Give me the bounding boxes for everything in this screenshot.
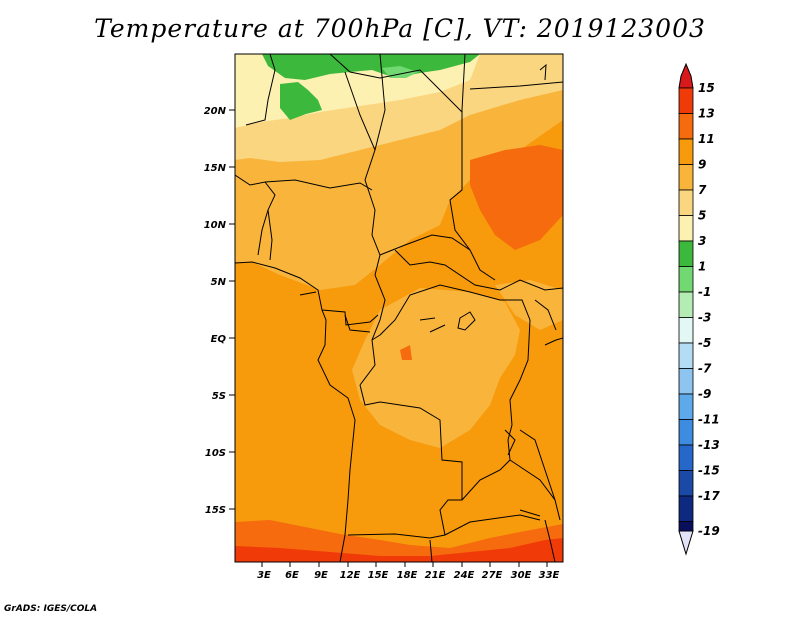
colorbar-label-neg17: -17 — [698, 489, 720, 503]
colorbar-band-neg19-neg17 — [678, 495, 694, 522]
lon-label-18e: 18E — [397, 570, 418, 581]
band-7-9-northeast — [495, 280, 563, 330]
colorbar-band-neg15-neg13 — [678, 444, 694, 471]
colorbar-band-neg1-1 — [678, 266, 694, 293]
band-7-9-central — [352, 288, 520, 448]
map-title: Temperature at 700hPa [C], VT: 201912300… — [94, 14, 706, 43]
lat-label-15n: 15N — [204, 163, 227, 174]
lon-label-27e: 27E — [482, 570, 503, 581]
colorbar-label-neg7: -7 — [698, 362, 712, 376]
colorbar-label-neg19: -19 — [698, 524, 720, 538]
colorbar-label-neg9: -9 — [698, 387, 711, 401]
band-neg1-1 — [382, 66, 418, 78]
band-13-15-south — [235, 538, 563, 562]
lon-label-30e: 30E — [511, 570, 532, 581]
colorbar-arrow-top — [678, 62, 694, 89]
lon-label-33e: 33E — [539, 570, 560, 581]
lat-label-10s: 10S — [205, 448, 226, 459]
lon-label-9e: 9E — [314, 570, 328, 581]
lon-label-15e: 15E — [368, 570, 389, 581]
colorbar-label-neg11: -11 — [698, 413, 720, 427]
colorbar-label-neg1: -1 — [698, 285, 711, 299]
latitude-axis: 20N 15N 10N 5N EQ 5S 10S 15S — [204, 106, 235, 516]
lat-label-15s: 15S — [205, 505, 226, 516]
lat-label-5n: 5N — [211, 277, 227, 288]
colorbar-label-neg3: -3 — [698, 311, 711, 325]
lon-label-6e: 6E — [285, 570, 299, 581]
country-borders — [235, 54, 563, 562]
colorbar-label-neg15: -15 — [698, 464, 720, 478]
colorbar-band-below-neg19 — [678, 521, 694, 532]
band-11-13-east — [470, 145, 563, 250]
colorbar-band-9-11 — [678, 138, 694, 165]
lon-label-12e: 12E — [340, 570, 361, 581]
colorbar-label-9: 9 — [698, 158, 706, 172]
colorbar-label-3: 3 — [698, 234, 706, 248]
colorbar-label-11: 11 — [698, 132, 715, 146]
colorbar-band-7-9 — [678, 164, 694, 191]
colorbar-label-7: 7 — [698, 183, 707, 197]
longitude-axis: 3E 6E 9E 12E 15E 18E 21E 24E 27E 30E 33E — [257, 562, 560, 581]
colorbar-label-1: 1 — [698, 260, 706, 274]
colorbar-band-neg17-neg15 — [678, 470, 694, 497]
band-1-3-west — [280, 82, 322, 120]
temperature-field — [235, 54, 563, 562]
colorbar-band-neg9-neg7 — [678, 368, 694, 395]
colorbar-label-neg13: -13 — [698, 438, 720, 452]
lat-label-20n: 20N — [204, 106, 227, 117]
map-frame — [234, 53, 564, 563]
colorbar-band-neg11-neg9 — [678, 393, 694, 420]
colorbar-band-1-3 — [678, 240, 694, 267]
colorbar-label-15: 15 — [698, 81, 715, 95]
colorbar: 15 13 11 9 7 5 3 1 -1 -3 -5 -7 -9 -11 -1… — [678, 62, 720, 556]
lat-label-eq: EQ — [211, 334, 227, 345]
colorbar-band-13-15 — [678, 87, 694, 114]
colorbar-arrow-bottom — [678, 530, 694, 556]
colorbar-band-neg5-neg3 — [678, 317, 694, 344]
colorbar-band-neg13-neg11 — [678, 419, 694, 446]
lat-label-10n: 10N — [204, 220, 227, 231]
colorbar-band-3-5 — [678, 215, 694, 242]
colorbar-label-13: 13 — [698, 107, 715, 121]
colorbar-band-11-13 — [678, 113, 694, 140]
grads-credit: GrADS: IGES/COLA — [4, 604, 98, 614]
colorbar-band-neg7-neg5 — [678, 342, 694, 369]
band-1-3-north — [262, 54, 480, 80]
lat-label-5s: 5S — [212, 391, 226, 402]
lon-label-24e: 24E — [454, 570, 475, 581]
lon-label-3e: 3E — [257, 570, 271, 581]
colorbar-band-5-7 — [678, 189, 694, 216]
colorbar-label-neg5: -5 — [698, 336, 711, 350]
band-11-13-spot — [400, 345, 412, 360]
colorbar-label-5: 5 — [698, 209, 706, 223]
lon-label-21e: 21E — [425, 570, 446, 581]
colorbar-band-neg3-neg1 — [678, 291, 694, 318]
